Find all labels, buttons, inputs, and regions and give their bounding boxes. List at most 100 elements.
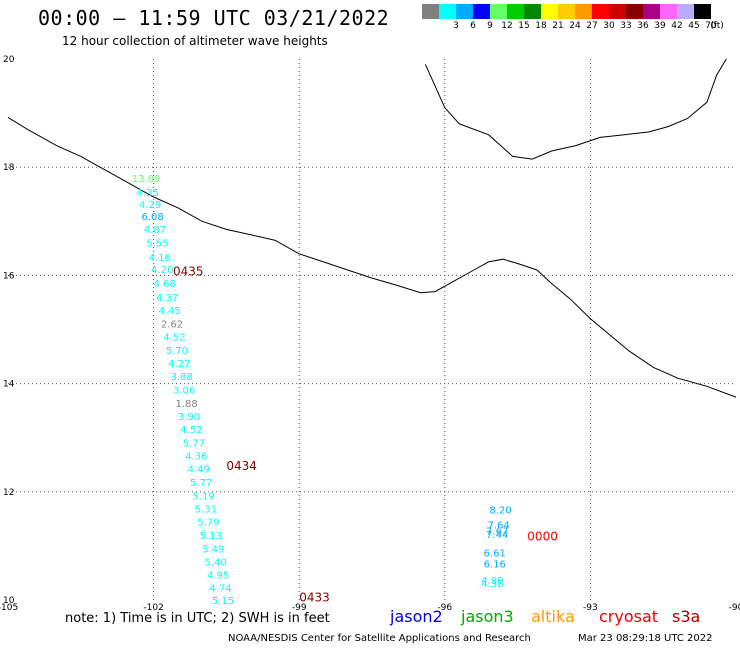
legend-label: 24: [569, 21, 581, 31]
lat-tick-label: 16: [3, 271, 15, 281]
legend-label: 18: [535, 21, 547, 31]
sat-jason3: jason3: [461, 607, 514, 626]
wave-height-label: 4.52: [180, 425, 202, 436]
legend-label: 6: [470, 21, 476, 31]
legend-swatch: [575, 4, 592, 19]
wave-height-label: 3.90: [178, 412, 200, 423]
legend-label: 70: [705, 21, 717, 31]
legend-swatch: [439, 4, 456, 19]
wave-height-label: 4.52: [163, 332, 185, 343]
wave-height-label: 4.74: [209, 583, 231, 594]
sat-jason2: jason2: [390, 607, 443, 626]
wave-height-label: 7.64: [488, 521, 510, 532]
legend-label: 45: [688, 21, 700, 31]
pass-time-label: 0433: [299, 591, 330, 605]
legend-label: 21: [552, 21, 564, 31]
wave-height-label: 5.55: [146, 239, 168, 250]
wave-height-label: 5.19: [192, 491, 214, 502]
wave-height-label: 6.08: [141, 212, 163, 223]
sat-s3a: s3a: [672, 607, 701, 626]
lon-tick-label: -93: [583, 603, 598, 613]
wave-height-label: 5.15: [212, 596, 234, 607]
wave-height-label: 4.68: [154, 279, 176, 290]
wave-height-label: 1.88: [175, 399, 197, 410]
wave-height-label: 7.44: [486, 530, 508, 541]
wave-height-label: 8.20: [489, 505, 511, 516]
wave-height-label: 3.88: [171, 372, 193, 383]
legend-swatch: [558, 4, 575, 19]
wave-height-label: 5.13: [200, 531, 222, 542]
legend-swatch: [541, 4, 558, 19]
wave-height-label: 4.27: [168, 359, 190, 370]
wave-height-label: 5.79: [197, 517, 219, 528]
lon-tick-label: -90: [729, 603, 740, 613]
wave-height-label: 4.37: [156, 293, 178, 304]
pass-time-label: 0435: [173, 264, 204, 278]
legend-swatch: [609, 4, 626, 19]
legend-label: 27: [586, 21, 598, 31]
legend-label: 33: [620, 21, 632, 31]
legend-label: 3: [453, 21, 459, 31]
wave-height-label: 4.20: [151, 265, 173, 276]
wave-height-label: 5.70: [166, 346, 188, 357]
wave-height-label: 4.89: [481, 576, 503, 587]
wave-height-label: 5.77: [183, 438, 205, 449]
pass-time-label: 0000: [527, 529, 558, 543]
wave-height-label: 4.35: [137, 188, 159, 199]
wave-height-label: 4.29: [139, 200, 161, 211]
legend-swatch: [660, 4, 677, 19]
pacific-coastline: [7, 116, 737, 398]
wave-height-label: 4.49: [188, 464, 210, 475]
lon-tick-label: -105: [0, 603, 18, 613]
legend-label: 39: [654, 21, 666, 31]
legend-swatch: [422, 4, 439, 19]
wave-height-label: 2.62: [161, 319, 183, 330]
legend-swatch: [490, 4, 507, 19]
lat-tick-label: 14: [3, 380, 15, 390]
wave-height-label: 6.16: [484, 560, 506, 571]
legend-unit: (ft): [710, 21, 724, 31]
wave-height-label: 4.16: [149, 253, 171, 264]
legend-swatch: [626, 4, 643, 19]
legend-label: 36: [637, 21, 649, 31]
legend-swatch: [507, 4, 524, 19]
lat-tick-label: 20: [3, 55, 15, 65]
lat-tick-label: 10: [3, 596, 15, 606]
wave-height-label: 4.38: [481, 579, 503, 590]
gulf-coastline: [424, 58, 727, 160]
lon-tick-label: -96: [437, 603, 452, 613]
legend-swatch: [524, 4, 541, 19]
legend-swatch: [677, 4, 694, 19]
generated-timestamp: Mar 23 08:29:18 UTC 2022: [578, 633, 713, 644]
legend-label: 9: [487, 21, 493, 31]
legend-label: 42: [671, 21, 683, 31]
legend-label: 12: [501, 21, 513, 31]
sat-altika: altika: [531, 607, 575, 626]
pass-time-label: 0434: [226, 459, 257, 473]
lat-tick-label: 12: [3, 488, 14, 498]
credit-text: NOAA/NESDIS Center for Satellite Applica…: [228, 633, 531, 644]
lon-tick-label: -99: [292, 603, 307, 613]
wave-height-label: 5.49: [202, 544, 224, 555]
wave-height-label: 3.06: [173, 385, 195, 396]
legend-swatch: [592, 4, 609, 19]
wave-height-label: 13.89: [132, 174, 161, 185]
legend-swatch: [456, 4, 473, 19]
wave-height-label: 4.87: [144, 225, 166, 236]
map-title: 00:00 – 11:59 UTC 03/21/2022: [38, 6, 390, 30]
wave-height-label: 7.67: [486, 527, 508, 538]
footer-note: note: 1) Time is in UTC; 2) SWH is in fe…: [65, 611, 330, 626]
map-subtitle: 12 hour collection of altimeter wave hei…: [62, 34, 328, 48]
lon-tick-label: -102: [143, 603, 163, 613]
wave-height-label: 5.40: [205, 557, 227, 568]
legend-label: 15: [518, 21, 530, 31]
legend-swatch: [643, 4, 660, 19]
lat-tick-label: 18: [3, 163, 15, 173]
legend-label: 30: [603, 21, 615, 31]
legend-swatch: [473, 4, 490, 19]
legend-swatch: [694, 4, 711, 19]
wave-height-label: 6.61: [484, 549, 506, 560]
wave-height-label: 5.77: [190, 478, 212, 489]
sat-cryosat: cryosat: [599, 607, 659, 626]
